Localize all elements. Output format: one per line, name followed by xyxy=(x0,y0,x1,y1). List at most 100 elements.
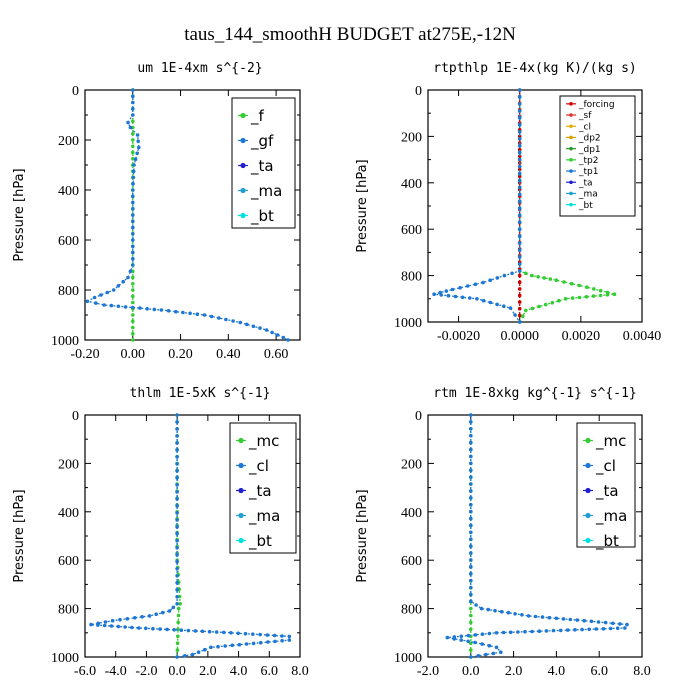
data-point xyxy=(258,326,262,330)
data-point xyxy=(530,306,535,311)
data-point xyxy=(618,622,622,626)
data-point xyxy=(131,200,135,205)
legend-entry: _cl xyxy=(236,457,269,476)
data-point xyxy=(135,151,139,156)
data-point xyxy=(131,225,135,230)
data-point xyxy=(517,220,522,224)
data-point xyxy=(481,280,485,285)
data-point xyxy=(517,88,522,92)
y-tick-label: 0 xyxy=(72,409,79,424)
legend-entry: _cl xyxy=(566,122,591,132)
data-point xyxy=(270,330,274,335)
data-point xyxy=(459,638,464,642)
legend-marker xyxy=(238,437,244,444)
data-point xyxy=(131,194,135,199)
data-point xyxy=(475,297,479,301)
legend-label: _ta xyxy=(250,157,274,176)
data-point xyxy=(587,627,591,632)
data-point xyxy=(286,338,290,342)
legend-label: _dp1 xyxy=(578,145,601,155)
legend-marker xyxy=(238,487,244,494)
data-point xyxy=(585,285,589,290)
legend-entry: _bt xyxy=(236,532,272,551)
data-point xyxy=(444,289,449,293)
data-point xyxy=(99,293,103,297)
legend: _mc _cl _ta _ma _bt xyxy=(229,422,297,554)
data-point xyxy=(608,626,613,631)
y-tick-label: 400 xyxy=(401,506,422,521)
data-point xyxy=(209,314,214,319)
data-point xyxy=(110,618,115,623)
data-point xyxy=(144,626,148,631)
data-point xyxy=(469,585,473,590)
legend-marker xyxy=(240,112,246,119)
data-point xyxy=(598,288,603,293)
data-point xyxy=(488,278,493,283)
data-point xyxy=(615,626,620,630)
data-point xyxy=(526,614,531,618)
data-point xyxy=(469,530,473,535)
data-point xyxy=(131,175,136,180)
y-tick-label: 200 xyxy=(401,130,422,145)
data-point xyxy=(537,629,542,633)
data-point xyxy=(175,655,179,659)
data-point xyxy=(131,207,135,211)
data-point xyxy=(445,635,450,640)
legend-entry: _mc xyxy=(236,432,279,451)
data-point xyxy=(469,489,473,493)
data-point xyxy=(131,232,135,236)
data-point xyxy=(517,300,522,304)
data-point xyxy=(446,293,451,298)
data-point xyxy=(230,643,235,648)
data-point xyxy=(223,644,227,648)
data-point xyxy=(131,119,135,124)
data-point xyxy=(517,320,522,324)
data-point xyxy=(625,622,629,627)
x-tick-label: -0.20 xyxy=(70,347,99,362)
data-point xyxy=(179,628,184,632)
legend-label: _ma xyxy=(250,182,282,201)
data-point xyxy=(126,275,130,280)
data-point xyxy=(439,293,444,297)
data-point xyxy=(473,282,478,287)
data-point xyxy=(123,305,128,309)
legend: _forcing_sf_cl _dp2_dp1_tp2_tp1_ta _ma_bt xyxy=(559,95,636,217)
data-point xyxy=(517,255,522,259)
data-point xyxy=(175,476,179,480)
data-point xyxy=(517,143,522,148)
figure-title: taus_144_smoothH BUDGET at275E,-12N xyxy=(184,24,516,45)
data-point xyxy=(517,262,522,266)
data-point xyxy=(469,627,473,632)
series-cl xyxy=(445,413,629,659)
data-point xyxy=(131,213,135,217)
data-point xyxy=(469,578,473,583)
data-point xyxy=(573,628,577,632)
data-point xyxy=(128,125,133,130)
data-point xyxy=(487,643,492,648)
legend-entry: _gf xyxy=(238,132,274,151)
data-point xyxy=(183,654,187,658)
x-tick-label: 0.20 xyxy=(168,347,193,362)
data-point xyxy=(116,304,121,309)
panel-title: rtpthlp 1E-4x(kg K)/(kg s) xyxy=(433,61,637,76)
data-point xyxy=(537,304,541,309)
legend-marker xyxy=(569,180,573,185)
data-point xyxy=(175,525,179,529)
legend-entry: _ta xyxy=(236,482,272,501)
legend-entry: _bt xyxy=(583,532,619,551)
data-point xyxy=(281,335,286,340)
data-point xyxy=(175,490,179,494)
legend-label: _sf xyxy=(578,111,592,121)
data-point xyxy=(89,622,93,627)
data-point xyxy=(231,319,235,323)
data-point xyxy=(175,511,179,515)
data-point xyxy=(432,292,436,297)
data-point xyxy=(244,642,249,646)
data-point xyxy=(460,295,465,300)
data-point xyxy=(175,560,179,564)
legend-label: _mc xyxy=(595,432,626,451)
data-point xyxy=(125,617,130,621)
data-point xyxy=(594,627,599,631)
legend-marker xyxy=(238,462,244,469)
x-tick-label: 6.0 xyxy=(261,664,279,679)
